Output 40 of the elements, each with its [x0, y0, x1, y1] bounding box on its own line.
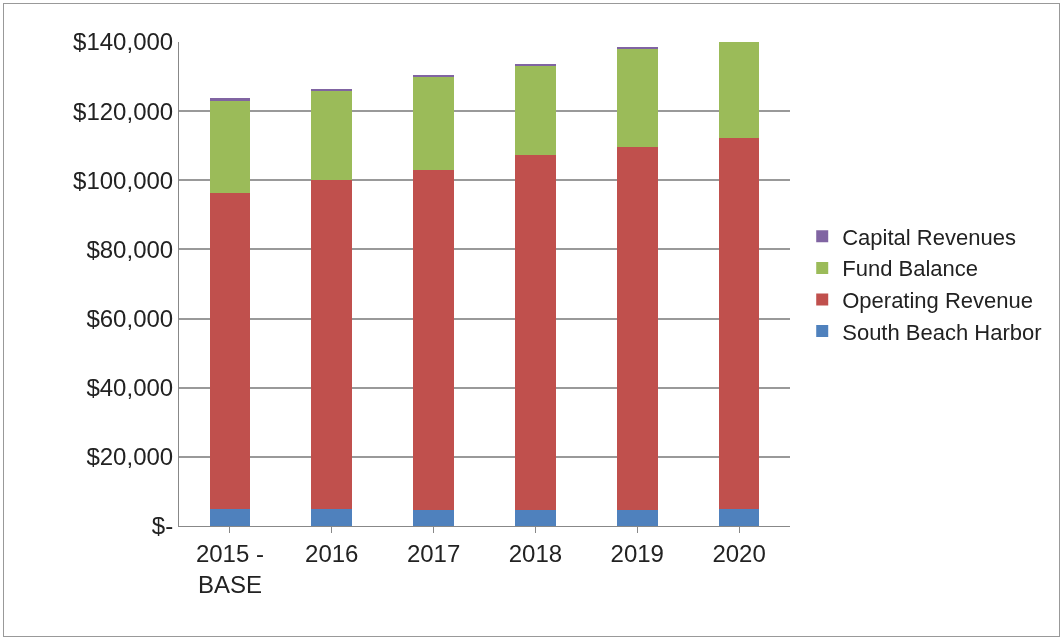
bar [209, 508, 251, 526]
x-tick-label: 2018 [508, 539, 563, 567]
bar [616, 48, 658, 147]
bar [209, 193, 251, 509]
bar [718, 138, 760, 509]
bar [311, 508, 353, 526]
legend-label: South Beach Harbor [842, 319, 1042, 345]
bar [311, 88, 353, 91]
x-tick-label: 2020 [712, 539, 766, 567]
y-tick-label: $100,000 [73, 166, 174, 194]
bar [413, 76, 454, 170]
x-tick-label: 2019 [610, 539, 664, 567]
x-tick-label: 2015 - BASE [195, 539, 264, 598]
legend-label: Capital Revenues [842, 224, 1016, 250]
bar [209, 100, 251, 194]
y-tick-label: $140,000 [73, 28, 174, 56]
bar [515, 66, 556, 155]
bar [616, 146, 658, 511]
bar [718, 42, 760, 139]
y-tick-label: $120,000 [73, 97, 174, 125]
bar [616, 510, 658, 526]
bar [209, 98, 251, 101]
bar [311, 90, 353, 180]
y-tick-label: $20,000 [86, 443, 174, 471]
legend-label: Fund Balance [842, 256, 978, 282]
bar [515, 510, 556, 526]
bar [718, 508, 760, 526]
bar [311, 179, 353, 509]
bar [413, 510, 454, 526]
bar [413, 169, 454, 511]
x-tick-label: 2016 [305, 539, 359, 567]
y-tick-label: $80,000 [86, 235, 174, 263]
y-tick-label: $- [151, 512, 174, 540]
y-tick-label: $40,000 [86, 374, 174, 402]
bar [515, 154, 556, 511]
y-tick-label: $60,000 [86, 304, 174, 332]
bar [515, 64, 556, 67]
legend-label: Operating Revenue [842, 288, 1034, 314]
bar [616, 46, 658, 49]
x-tick-label: 2017 [406, 539, 461, 567]
